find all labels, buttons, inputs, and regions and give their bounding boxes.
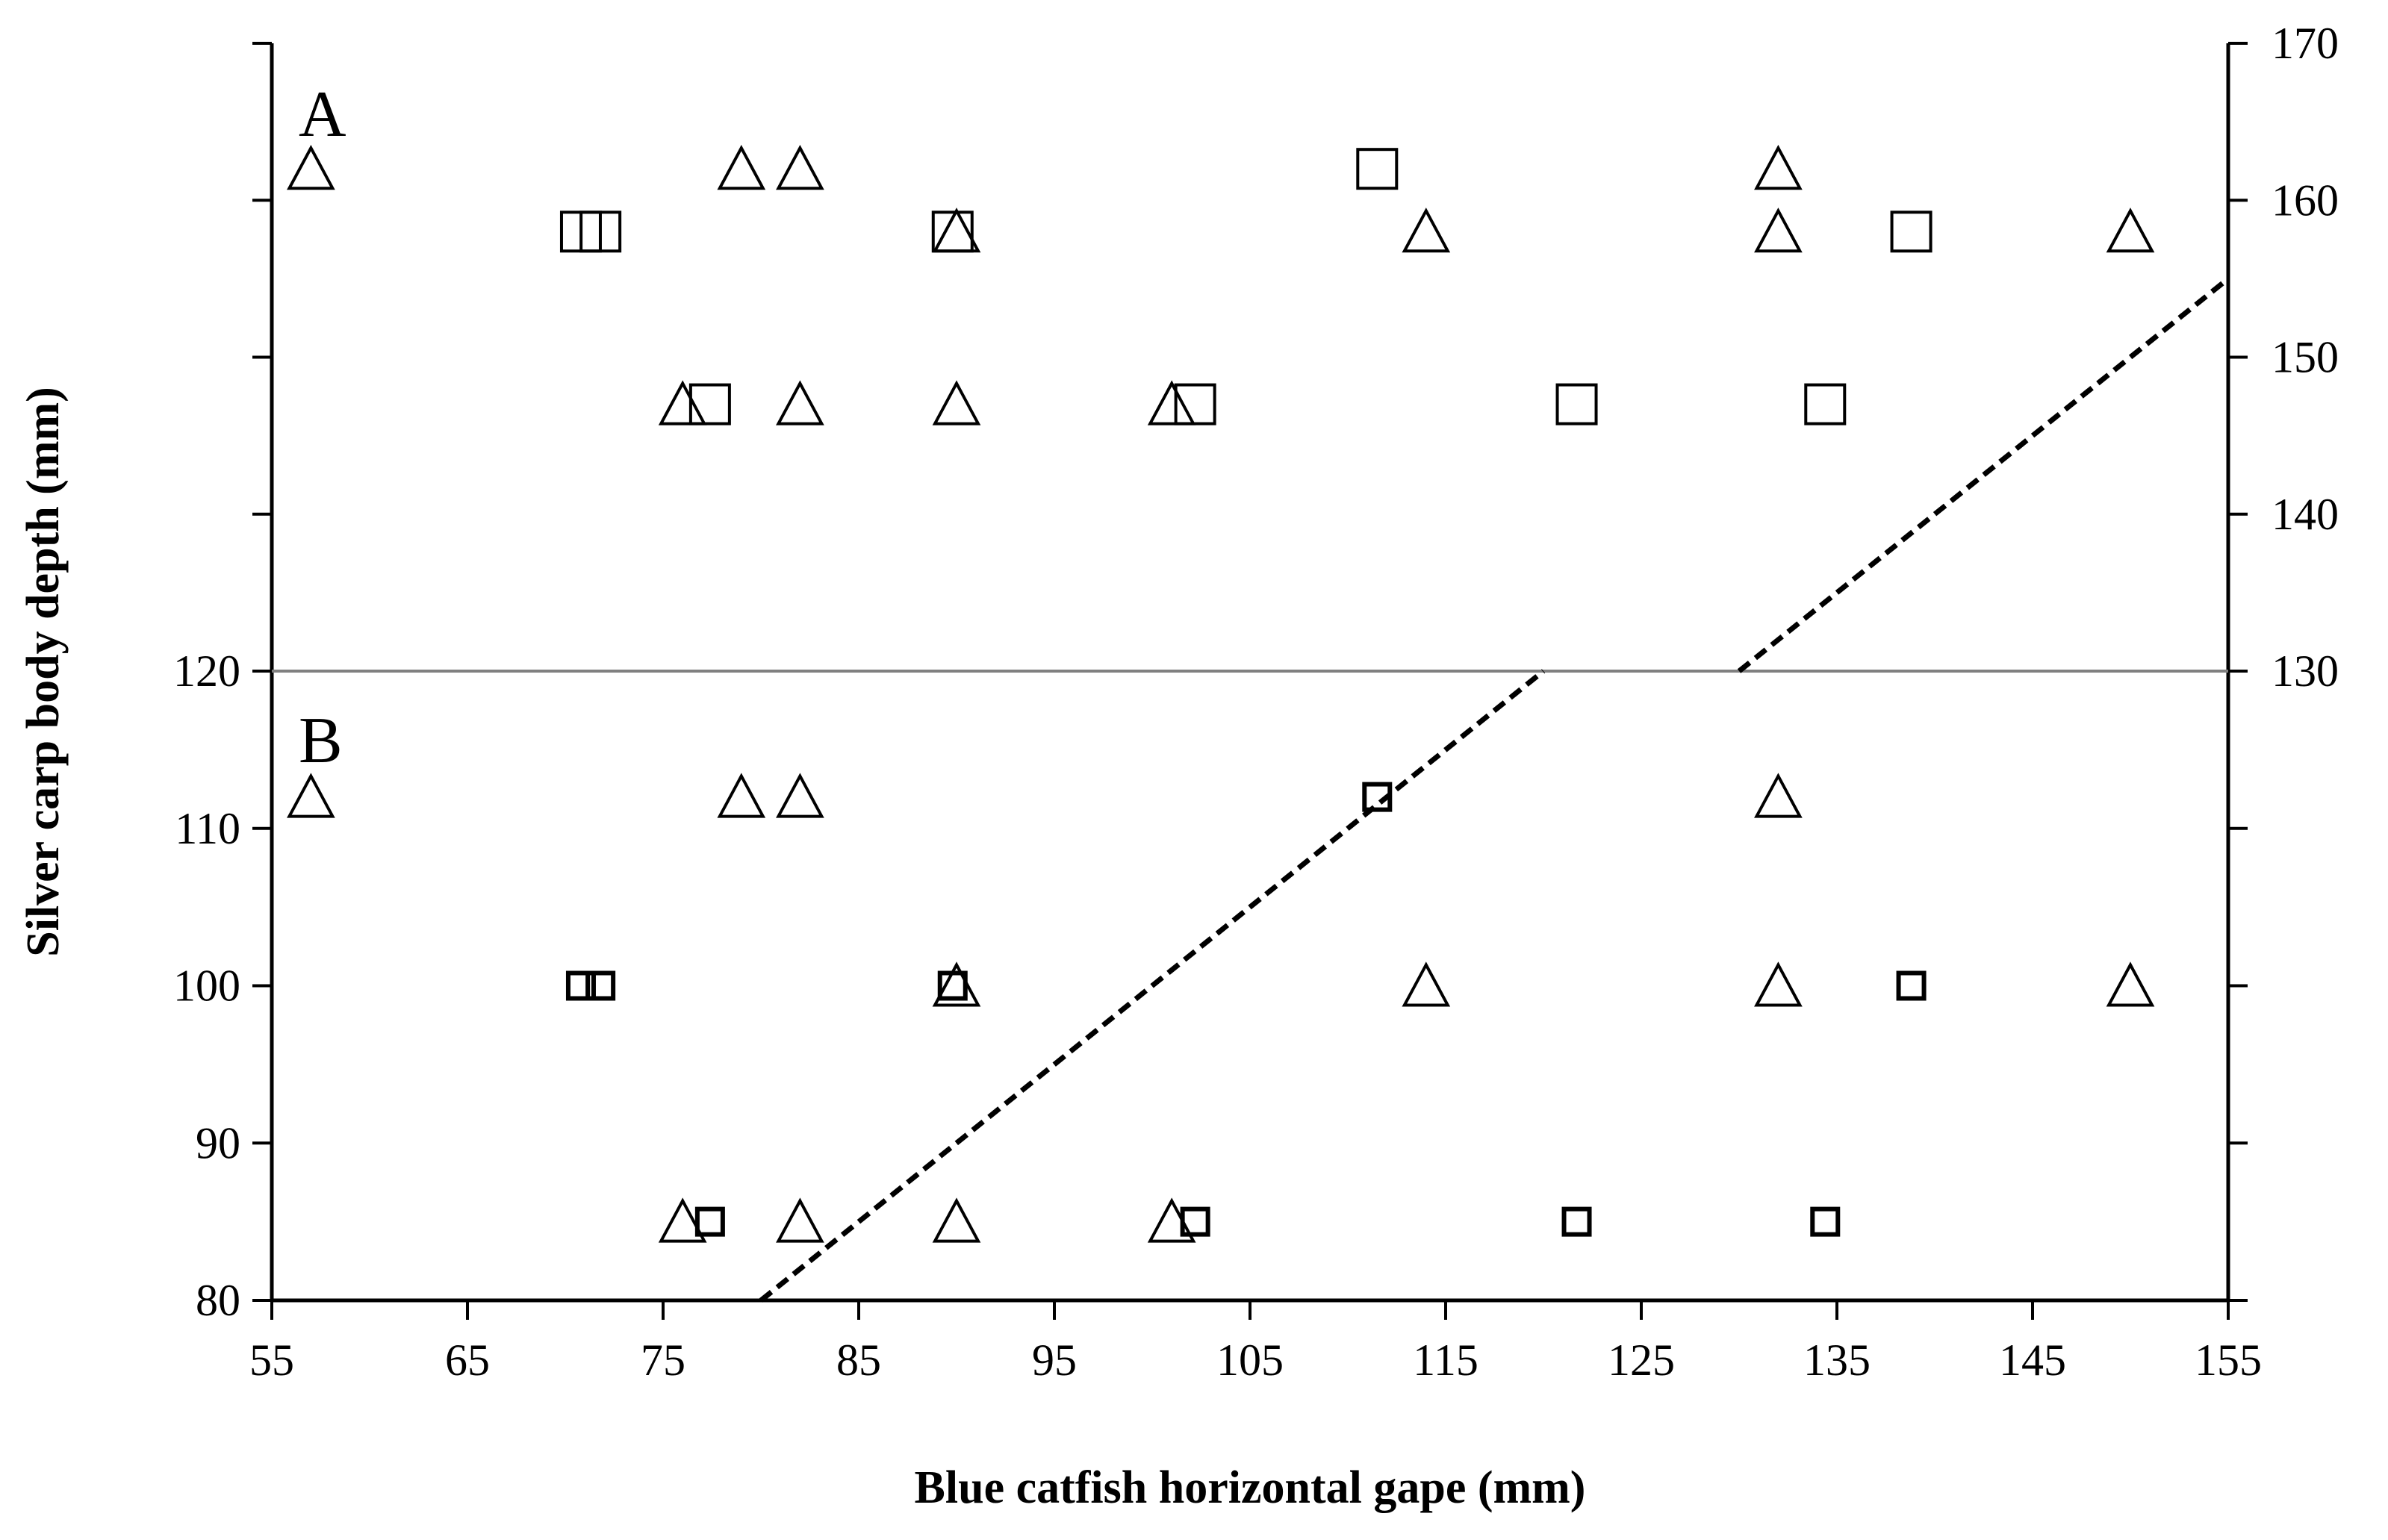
- panel-b-triangle-point: [1402, 961, 1451, 1007]
- left-y-tick-label: 100: [173, 961, 240, 1011]
- panel-b-triangle-point: [658, 1197, 707, 1243]
- panel-a-triangle-point: [658, 380, 707, 425]
- right-y-tick-label: 130: [2272, 646, 2339, 696]
- panel-b-square-point: [937, 970, 968, 1001]
- panel-a-triangle-point: [776, 144, 824, 190]
- panel-a-triangle-point: [2106, 208, 2155, 253]
- panel-b-triangle-point: [1754, 773, 1803, 818]
- panel-a-triangle-point: [287, 144, 335, 190]
- x-tick-label: 95: [1032, 1335, 1077, 1385]
- x-tick-label: 135: [1803, 1335, 1871, 1385]
- panel-b-square-point: [585, 970, 616, 1001]
- panel-b-fit-line: [759, 669, 1546, 1303]
- panel-a-triangle-point: [1754, 144, 1803, 190]
- panel-label-a: A: [299, 78, 346, 151]
- right-y-tick-label: 160: [2272, 175, 2339, 225]
- x-tick-label: 65: [445, 1335, 490, 1385]
- panel-b-triangle-point: [776, 1197, 824, 1243]
- panel-b-square-point: [1180, 1206, 1210, 1237]
- panel-b-square-point: [694, 1206, 725, 1237]
- panel-a-square-point: [1356, 148, 1399, 190]
- panel-a-triangle-point: [932, 380, 981, 425]
- x-tick-label: 85: [836, 1335, 881, 1385]
- x-tick-label: 75: [641, 1335, 685, 1385]
- axes: [252, 42, 2248, 1320]
- panel-a-square-point: [931, 211, 974, 253]
- panel-a-fit-line: [1737, 276, 2230, 673]
- panel-a-square-point: [1890, 211, 1933, 253]
- right-y-tick-label: 150: [2272, 333, 2339, 382]
- panel-b-triangle-point: [776, 773, 824, 818]
- panel-b-square-point: [1810, 1206, 1841, 1237]
- left-y-tick-label: 80: [196, 1276, 240, 1325]
- panel-b-square-point: [1362, 782, 1393, 812]
- panel-a-triangle-point: [1754, 208, 1803, 253]
- y-axis-title: Silver carp body depth (mm): [18, 387, 69, 957]
- panel-b-triangle-point: [932, 1197, 981, 1243]
- panel-a-square-point: [1555, 383, 1598, 425]
- chart-text: Blue catfish horizontal gape (mm) Silver…: [18, 19, 2339, 1513]
- x-tick-label: 145: [1999, 1335, 2066, 1385]
- x-tick-label: 115: [1413, 1335, 1478, 1385]
- left-y-tick-label: 110: [175, 804, 240, 853]
- x-axis-title: Blue catfish horizontal gape (mm): [915, 1462, 1586, 1513]
- x-tick-label: 55: [249, 1335, 294, 1385]
- panel-b-triangle-point: [1754, 961, 1803, 1007]
- right-y-tick-label: 140: [2272, 490, 2339, 539]
- panel-a-square-point: [1174, 383, 1216, 425]
- panel-a-square-point: [1804, 383, 1847, 425]
- panel-a-triangle-point: [776, 380, 824, 425]
- x-tick-label: 155: [2195, 1335, 2262, 1385]
- panel-b-triangle-point: [287, 773, 335, 818]
- panel-b-square-point: [1561, 1206, 1592, 1237]
- panel-b-square-point: [1896, 970, 1927, 1001]
- left-y-tick-label: 90: [196, 1118, 240, 1168]
- panel-b-triangle-point: [717, 773, 766, 818]
- panel-a-square-point: [579, 211, 622, 253]
- data-points: [287, 144, 2155, 1243]
- panel-a-square-point: [688, 383, 731, 425]
- fit-lines: [759, 276, 2230, 1303]
- panel-a-triangle-point: [1147, 380, 1196, 425]
- panel-b-square-point: [565, 970, 596, 1001]
- panel-a-triangle-point: [1402, 208, 1451, 253]
- x-tick-label: 105: [1216, 1335, 1284, 1385]
- left-y-tick-label: 120: [173, 646, 240, 696]
- panel-b-triangle-point: [2106, 961, 2155, 1007]
- x-tick-label: 125: [1608, 1335, 1675, 1385]
- right-y-tick-label: 170: [2272, 19, 2339, 68]
- panel-label-b: B: [299, 705, 343, 777]
- panel-a-triangle-point: [717, 144, 766, 190]
